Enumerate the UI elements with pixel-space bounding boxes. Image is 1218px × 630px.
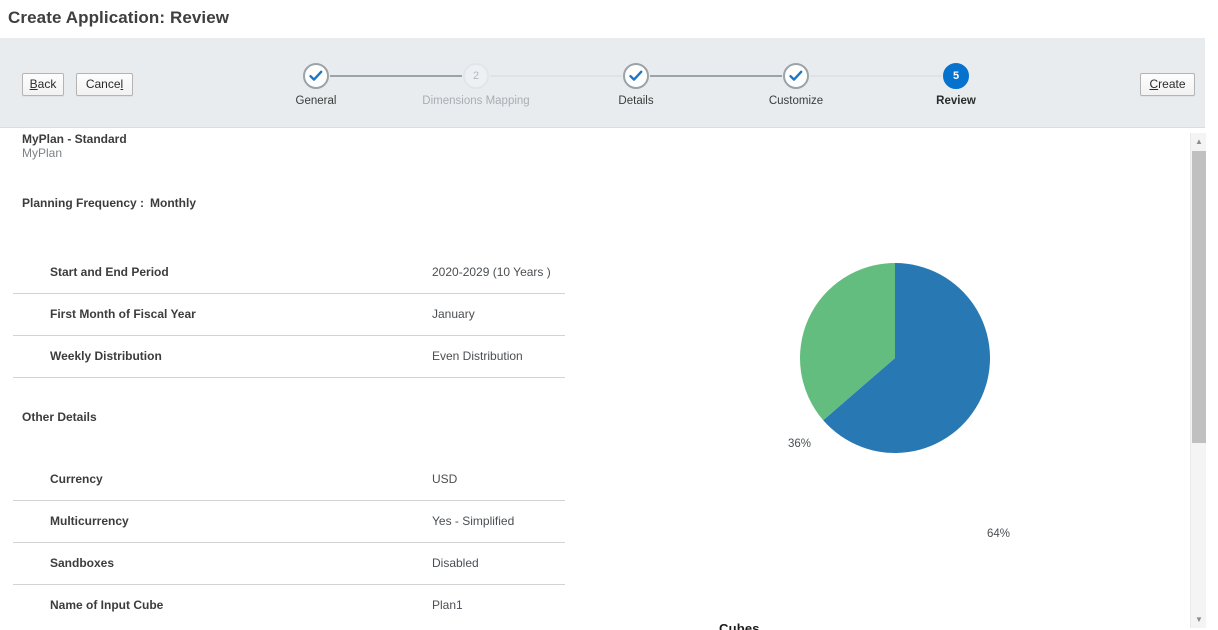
train-step-dimensions-mapping[interactable]: 2 Dimensions Mapping <box>386 63 566 107</box>
table-row: Currency USD <box>13 459 565 501</box>
step-number: 5 <box>952 70 960 82</box>
back-button[interactable]: Back <box>22 73 64 96</box>
check-icon <box>629 70 643 81</box>
pie-slice-input-cube[interactable] <box>823 263 990 454</box>
scroll-down-arrow-icon[interactable]: ▼ <box>1195 615 1203 624</box>
back-button-label-rest: ack <box>37 77 57 91</box>
row-value: Even Distribution <box>432 349 523 363</box>
pie-chart-svg <box>800 263 990 454</box>
cancel-button[interactable]: Cancel <box>76 73 133 96</box>
planning-frequency-value: Monthly <box>150 196 197 210</box>
wizard-toolbar <box>0 38 1205 128</box>
step-circle-general <box>303 63 329 89</box>
row-value: 2020-2029 (10 Years ) <box>432 265 551 279</box>
toolbar-right-gap <box>1205 38 1218 128</box>
cubes-pie-chart: 36% 64% <box>700 128 1130 558</box>
row-label: Weekly Distribution <box>50 349 162 363</box>
train-step-label: General <box>295 95 337 107</box>
chart-legend: Cubes Input Cube : Plan1 (7) Reporting C… <box>719 621 1139 630</box>
wizard-train: General 2 Dimensions Mapping Details Cus… <box>0 38 1205 127</box>
check-icon <box>309 70 323 81</box>
train-step-label: Details <box>618 95 654 107</box>
pie-slice-reporting-cube[interactable] <box>800 263 895 421</box>
vertical-scrollbar[interactable]: ▲ ▼ <box>1190 133 1206 628</box>
cancel-button-accesskey: l <box>120 77 124 91</box>
row-label: Name of Input Cube <box>50 598 164 612</box>
train-connector-4 <box>810 75 942 77</box>
scroll-up-arrow-icon[interactable]: ▲ <box>1195 137 1203 146</box>
train-connector-3 <box>650 75 782 77</box>
create-button-label-rest: reate <box>1158 77 1186 91</box>
create-button-accesskey: C <box>1149 77 1159 91</box>
step-circle-review: 5 <box>943 63 969 89</box>
table-row: Start and End Period 2020-2029 (10 Years… <box>13 252 565 294</box>
table-row: Multicurrency Yes - Simplified <box>13 501 565 543</box>
table-row: First Month of Fiscal Year January <box>13 294 565 336</box>
other-details-heading: Other Details <box>22 410 97 424</box>
step-circle-customize <box>783 63 809 89</box>
train-connector-2 <box>490 75 622 77</box>
check-icon <box>789 70 803 81</box>
row-value: Yes - Simplified <box>432 514 515 528</box>
train-step-label: Customize <box>768 95 824 107</box>
row-value: January <box>432 307 475 321</box>
legend-title: Cubes <box>719 621 760 630</box>
planning-frequency: Planning Frequency : Monthly <box>22 196 196 210</box>
row-value: Plan1 <box>432 598 463 612</box>
planning-frequency-label: Planning Frequency : <box>22 196 145 210</box>
row-value: USD <box>432 472 458 486</box>
create-button[interactable]: Create <box>1140 73 1195 96</box>
table-row: Sandboxes Disabled <box>13 543 565 585</box>
row-label: Currency <box>50 472 103 486</box>
step-number: 2 <box>472 70 480 82</box>
train-connector-1 <box>330 75 462 77</box>
step-circle-dimensions-mapping: 2 <box>463 63 489 89</box>
scrollbar-thumb[interactable] <box>1192 151 1206 443</box>
table-row: Weekly Distribution Even Distribution <box>13 336 565 378</box>
train-step-customize[interactable]: Customize <box>706 63 886 107</box>
table-row: Name of Input Cube Plan1 <box>13 585 565 626</box>
train-step-details[interactable]: Details <box>546 63 726 107</box>
train-step-label: Review <box>936 95 976 107</box>
row-value: Disabled <box>432 556 479 570</box>
row-label: Start and End Period <box>50 265 169 279</box>
row-label: Multicurrency <box>50 514 129 528</box>
application-name: MyPlan - Standard <box>22 132 127 146</box>
page-title: Create Application: Review <box>8 8 230 27</box>
row-label: Sandboxes <box>50 556 115 570</box>
row-label: First Month of Fiscal Year <box>50 307 196 321</box>
review-content: MyPlan - Standard MyPlan Planning Freque… <box>0 128 1186 630</box>
period-details-table: Start and End Period 2020-2029 (10 Years… <box>13 252 565 378</box>
pie-label-reporting-cube: 36% <box>788 438 812 450</box>
pie-label-input-cube: 64% <box>987 528 1011 540</box>
scrollbar-right-edge <box>1206 128 1218 630</box>
application-subname: MyPlan <box>22 146 63 160</box>
other-details-table: Currency USD Multicurrency Yes - Simplif… <box>13 459 565 626</box>
back-button-accesskey: B <box>29 77 38 91</box>
train-step-label: Dimensions Mapping <box>422 95 530 107</box>
train-step-review[interactable]: 5 Review <box>866 63 1046 107</box>
train-step-general[interactable]: General <box>226 63 406 107</box>
step-circle-details <box>623 63 649 89</box>
cancel-button-label-pre: Cance <box>85 77 121 91</box>
content-top-divider <box>0 127 1205 128</box>
